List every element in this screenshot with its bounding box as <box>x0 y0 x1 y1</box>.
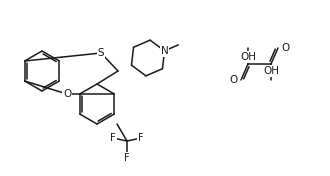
Text: OH: OH <box>263 66 279 76</box>
Text: O: O <box>63 89 71 99</box>
Text: F: F <box>124 153 130 163</box>
Text: S: S <box>98 48 104 58</box>
Text: O: O <box>281 43 289 53</box>
Text: F: F <box>138 133 144 143</box>
Text: O: O <box>230 75 238 85</box>
Text: F: F <box>110 133 116 143</box>
Text: N: N <box>161 46 168 56</box>
Text: OH: OH <box>240 52 256 62</box>
